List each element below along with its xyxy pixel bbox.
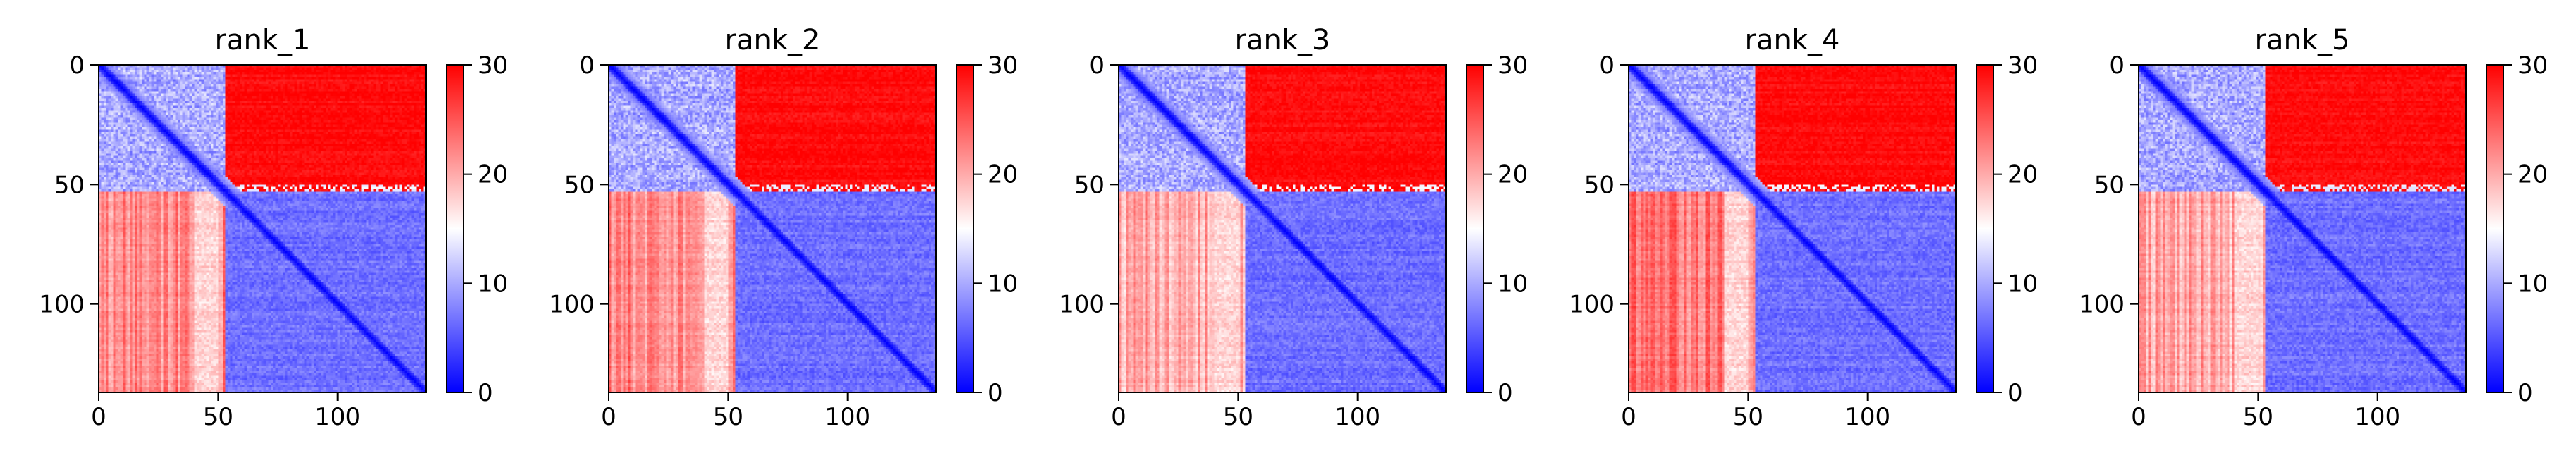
x-tick-label: 100: [2355, 403, 2400, 431]
y-tick-label: 100: [1059, 291, 1105, 319]
plot-frame: [1118, 64, 1447, 393]
x-tick-label: 50: [203, 403, 233, 431]
x-tick-label: 0: [91, 403, 107, 431]
colorbar-tick-label: 20: [2007, 161, 2038, 189]
y-tick-label: 0: [579, 52, 595, 80]
colorbar-tick-label: 20: [1497, 161, 1528, 189]
colorbar-tick-label: 0: [988, 379, 1003, 407]
colorbar: [1976, 64, 1994, 393]
heatmap-image: [2139, 65, 2466, 392]
colorbar-tick-label: 30: [988, 52, 1018, 80]
colorbar-tick-label: 20: [2517, 161, 2548, 189]
plot-frame: [608, 64, 937, 393]
x-tick-label: 100: [315, 403, 360, 431]
heatmap-panel: rank_2 0 50 100 0 50 100 0 10 20 30: [549, 24, 1018, 431]
colorbar-tick-label: 0: [478, 379, 493, 407]
plot-frame: [1628, 64, 1957, 393]
panel-title: rank_5: [2255, 24, 2350, 56]
y-tick-label: 100: [39, 291, 85, 319]
colorbar-tick-label: 0: [2007, 379, 2023, 407]
colorbar-tick-label: 10: [2517, 270, 2548, 298]
colorbar-tick-label: 30: [2517, 52, 2548, 80]
colorbar: [2486, 64, 2504, 393]
y-tick-label: 0: [2109, 52, 2125, 80]
x-tick-label: 0: [601, 403, 616, 431]
y-tick-label: 0: [1599, 52, 1615, 80]
x-tick-label: 50: [2243, 403, 2273, 431]
panel-title: rank_4: [1745, 24, 1840, 56]
heatmap-image: [609, 65, 936, 392]
panel-title: rank_1: [215, 24, 310, 56]
heatmap-panel: rank_1 0 50 100 0 50 100 0 10 20 30: [39, 24, 508, 431]
x-tick-label: 0: [2131, 403, 2146, 431]
x-tick-label: 50: [713, 403, 743, 431]
colorbar-tick-label: 30: [2007, 52, 2038, 80]
colorbar-tick-label: 0: [1497, 379, 1513, 407]
y-tick-label: 50: [54, 171, 85, 199]
colorbar: [1466, 64, 1484, 393]
y-tick-label: 50: [2094, 171, 2125, 199]
heatmap-image: [99, 65, 426, 392]
colorbar-tick-label: 30: [1497, 52, 1528, 80]
x-tick-label: 0: [1111, 403, 1126, 431]
colorbar-tick-label: 10: [478, 270, 508, 298]
y-tick-label: 100: [1569, 291, 1615, 319]
y-tick-label: 0: [1089, 52, 1105, 80]
x-tick-label: 0: [1621, 403, 1636, 431]
y-tick-label: 50: [564, 171, 595, 199]
colorbar-tick-label: 10: [988, 270, 1018, 298]
colorbar-tick-label: 20: [478, 161, 508, 189]
plot-frame: [98, 64, 427, 393]
heatmap-panel: rank_3 0 50 100 0 50 100 0 10 20 30: [1059, 24, 1528, 431]
panel-title: rank_3: [1235, 24, 1330, 56]
colorbar-tick-label: 10: [1497, 270, 1528, 298]
y-tick-label: 100: [2079, 291, 2125, 319]
y-tick-label: 100: [549, 291, 595, 319]
x-tick-label: 50: [1223, 403, 1253, 431]
y-tick-label: 0: [69, 52, 85, 80]
heatmap-image: [1119, 65, 1446, 392]
colorbar-tick-label: 30: [478, 52, 508, 80]
x-tick-label: 100: [1845, 403, 1890, 431]
colorbar-tick-label: 0: [2517, 379, 2533, 407]
colorbar-tick-label: 20: [988, 161, 1018, 189]
heatmap-image: [1629, 65, 1956, 392]
y-tick-label: 50: [1074, 171, 1105, 199]
heatmap-panel: rank_4 0 50 100 0 50 100 0 10 20 30: [1569, 24, 2038, 431]
x-tick-label: 100: [1335, 403, 1380, 431]
colorbar-tick-label: 10: [2007, 270, 2038, 298]
colorbar: [956, 64, 974, 393]
panel-title: rank_2: [725, 24, 820, 56]
y-tick-label: 50: [1584, 171, 1615, 199]
x-tick-label: 50: [1733, 403, 1763, 431]
x-tick-label: 100: [825, 403, 870, 431]
heatmap-panel: rank_5 0 50 100 0 50 100 0 10 20 30: [2079, 24, 2548, 431]
plot-frame: [2138, 64, 2467, 393]
colorbar: [446, 64, 464, 393]
